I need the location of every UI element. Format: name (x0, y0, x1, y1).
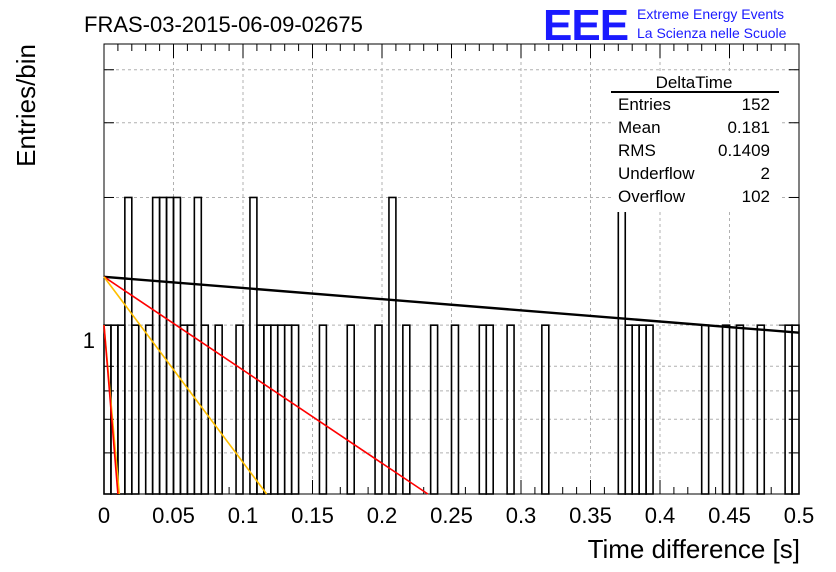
fit-line (103, 325, 119, 495)
histogram-bar (735, 324, 745, 495)
histogram-bar (756, 324, 766, 495)
x-tick-label: 0.2 (367, 503, 398, 528)
histogram-bar (450, 324, 460, 495)
histogram-bar (318, 324, 328, 495)
stats-label-mean: Mean (618, 118, 661, 137)
x-tick-label: 0 (98, 503, 110, 528)
histogram-bar (506, 324, 515, 495)
histogram-bar (346, 324, 355, 495)
x-tick-label: 0.35 (569, 503, 612, 528)
x-tick-labels: 0 0.05 0.1 0.15 0.2 0.25 0.3 0.35 0.4 0.45 0.5 (98, 503, 814, 528)
histogram-bar (290, 324, 300, 495)
x-tick-label: 0.25 (430, 503, 473, 528)
logo-line-1: Extreme Energy Events (637, 6, 784, 22)
stats-value-entries: 152 (742, 95, 770, 114)
fit-line (103, 275, 800, 334)
histogram-bar (131, 324, 140, 495)
histogram-bar (721, 324, 731, 495)
fit-lines (103, 275, 800, 495)
stats-box-bg (611, 72, 779, 212)
x-tick-label: 0.45 (708, 503, 751, 528)
logo-line-2: La Scienza nelle Scuole (637, 25, 787, 41)
stats-label-rms: RMS (618, 141, 656, 160)
histogram-bar (541, 324, 550, 495)
x-tick-label: 0.15 (291, 503, 334, 528)
stats-label-entries: Entries (618, 95, 671, 114)
histogram-bar (235, 324, 244, 495)
histogram-bar (485, 324, 494, 495)
histogram-bar (791, 324, 800, 495)
histogram-bar (388, 196, 397, 495)
stats-label-underflow: Underflow (618, 164, 695, 183)
fit-line (103, 276, 429, 495)
histogram-bar (402, 324, 411, 495)
stats-label-overflow: Overflow (618, 187, 686, 206)
x-tick-label: 0.5 (784, 503, 815, 528)
stats-value-rms: 0.1409 (718, 141, 770, 160)
stats-value-underflow: 2 (761, 164, 770, 183)
histogram-bar (374, 324, 383, 495)
histogram-bars (103, 196, 800, 495)
y-tick-label-1: 1 (83, 328, 95, 353)
fit-line (103, 276, 268, 495)
stats-value-overflow: 102 (742, 187, 770, 206)
histogram-bar (429, 324, 439, 495)
chart-title: FRAS-03-2015-06-09-02675 (84, 12, 363, 37)
x-tick-label: 0.1 (228, 503, 259, 528)
histogram-bar (200, 324, 210, 495)
histogram-bar (645, 324, 654, 495)
stats-box: DeltaTime Entries 152 Mean 0.181 RMS 0.1… (611, 72, 779, 212)
x-tick-label: 0.3 (506, 503, 537, 528)
x-tick-label: 0.05 (152, 503, 195, 528)
eee-logo: EEE (543, 1, 628, 50)
stats-value-mean: 0.181 (727, 118, 770, 137)
y-axis-label: Entries/bin (11, 44, 41, 167)
x-tick-label: 0.4 (645, 503, 676, 528)
histogram-bar (214, 324, 223, 495)
x-axis-label: Time difference [s] (588, 534, 800, 564)
stats-title: DeltaTime (656, 73, 733, 92)
